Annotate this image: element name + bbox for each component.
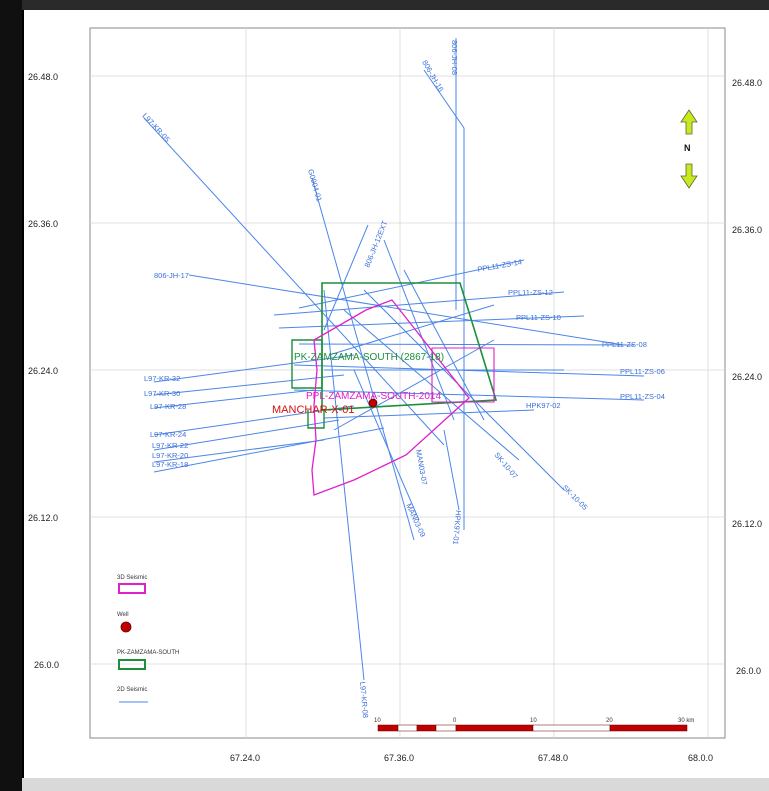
lat-tick: 26.12.0 — [732, 519, 762, 529]
north-label: N — [684, 143, 691, 153]
lat-tick: 26.24.0 — [28, 366, 58, 376]
line-label: PPL11-ZS-08 — [602, 340, 647, 349]
line-label: MAN03-09 — [404, 502, 427, 538]
line-label: G0904-01 — [306, 168, 324, 203]
block-label: PK-ZAMZAMA-SOUTH (2867-18) — [294, 352, 444, 363]
line-label: L97-KR-24 — [150, 430, 186, 439]
scale-bar: 10 0 10 20 30 km — [374, 718, 694, 732]
line-label: SK-10-05 — [561, 483, 590, 512]
window-bottom-edge — [22, 778, 769, 791]
scale-label: 30 km — [678, 718, 694, 724]
line-label: PPL11-ZS-04 — [620, 392, 665, 401]
lat-tick: 26.0.0 — [736, 666, 761, 676]
lat-tick: 26.0.0 — [34, 660, 59, 670]
line-label: L97-KR-28 — [150, 402, 186, 411]
line-label: MAN03-07 — [414, 449, 429, 486]
line-label: SK-10-07 — [492, 451, 519, 481]
seismic-2d-lines — [143, 38, 645, 681]
block-polygon-lower — [307, 410, 325, 429]
line-label: PPL11-ZS-14 — [477, 257, 523, 274]
seismic-line-labels: L97-KR-05 806-JH-16 806-JH-08 G0904-01 8… — [141, 40, 665, 718]
scale-label: 10 — [374, 718, 381, 724]
legend-block-swatch — [118, 659, 146, 670]
line-label: PPL11-ZS-06 — [620, 367, 665, 376]
lat-tick: 26.24.0 — [732, 372, 762, 382]
scale-label: 10 — [530, 718, 537, 724]
map-frame: 26.48.0 26.36.0 26.24.0 26.12.0 26.0.0 2… — [22, 10, 769, 778]
legend-label: Well — [117, 612, 129, 618]
lon-tick: 68.0.0 — [688, 753, 713, 763]
line-label: L97-KR-22 — [152, 441, 188, 450]
survey-3d-label: PPL-ZAMZAMA-SOUTH-2014 — [306, 391, 441, 402]
lat-axis-left: 26.48.0 26.36.0 26.24.0 26.12.0 26.0.0 — [28, 72, 59, 670]
legend-label: PK-ZAMZAMA-SOUTH — [117, 650, 179, 656]
map-border — [89, 27, 726, 739]
line-label: 806-JH-17 — [154, 271, 189, 280]
lon-tick: 67.48.0 — [538, 753, 568, 763]
legend-label: 3D Seismic — [117, 575, 147, 581]
well-marker[interactable] — [368, 398, 378, 408]
lat-tick: 26.36.0 — [28, 219, 58, 229]
lat-tick: 26.48.0 — [732, 78, 762, 88]
scale-label: 20 — [606, 718, 613, 724]
graticule — [90, 28, 725, 738]
lat-axis-right: 26.48.0 26.36.0 26.24.0 26.12.0 26.0.0 — [732, 78, 762, 676]
line-label: L97-KR-20 — [152, 451, 188, 460]
line-label: HPK97-02 — [526, 401, 561, 410]
lat-tick: 26.48.0 — [28, 72, 58, 82]
line-label: L97-KR-05 — [141, 111, 172, 144]
line-label: 806-JH-08 — [450, 40, 459, 75]
map-canvas[interactable]: 26.48.0 26.36.0 26.24.0 26.12.0 26.0.0 2… — [24, 10, 769, 778]
lon-tick: 67.24.0 — [230, 753, 260, 763]
well-label: MANCHAR-X-01 — [272, 404, 355, 416]
lon-tick: 67.36.0 — [384, 753, 414, 763]
line-label: L97-KR-18 — [152, 460, 188, 469]
lat-tick: 26.36.0 — [732, 225, 762, 235]
line-label: L97-KR-32 — [144, 374, 180, 383]
line-label: PPL11-ZS-12 — [508, 288, 553, 297]
legend-well-swatch — [120, 621, 132, 633]
lon-axis-bottom: 67.24.0 67.36.0 67.48.0 68.0.0 — [230, 753, 713, 763]
legend-label: 2D Seismic — [117, 687, 147, 693]
legend: 3D Seismic Well PK-ZAMZAMA-SOUTH 2D Seis… — [117, 575, 179, 703]
line-label: PPL11-ZS-10 — [516, 313, 561, 322]
seismic-3d-polygon-inner — [431, 347, 495, 403]
line-label: L97-KR-08 — [358, 681, 370, 718]
lat-tick: 26.12.0 — [28, 513, 58, 523]
line-label: L97-KR-30 — [144, 389, 180, 398]
line-label: HPK97-01 — [451, 510, 463, 545]
north-arrow-icon: N — [680, 109, 698, 189]
scale-label: 0 — [453, 718, 457, 724]
legend-3d-seismic-swatch — [118, 583, 146, 594]
block-polygon-inner — [291, 339, 323, 389]
seismic-3d-polygon — [311, 299, 470, 496]
window-left-edge — [0, 0, 22, 791]
